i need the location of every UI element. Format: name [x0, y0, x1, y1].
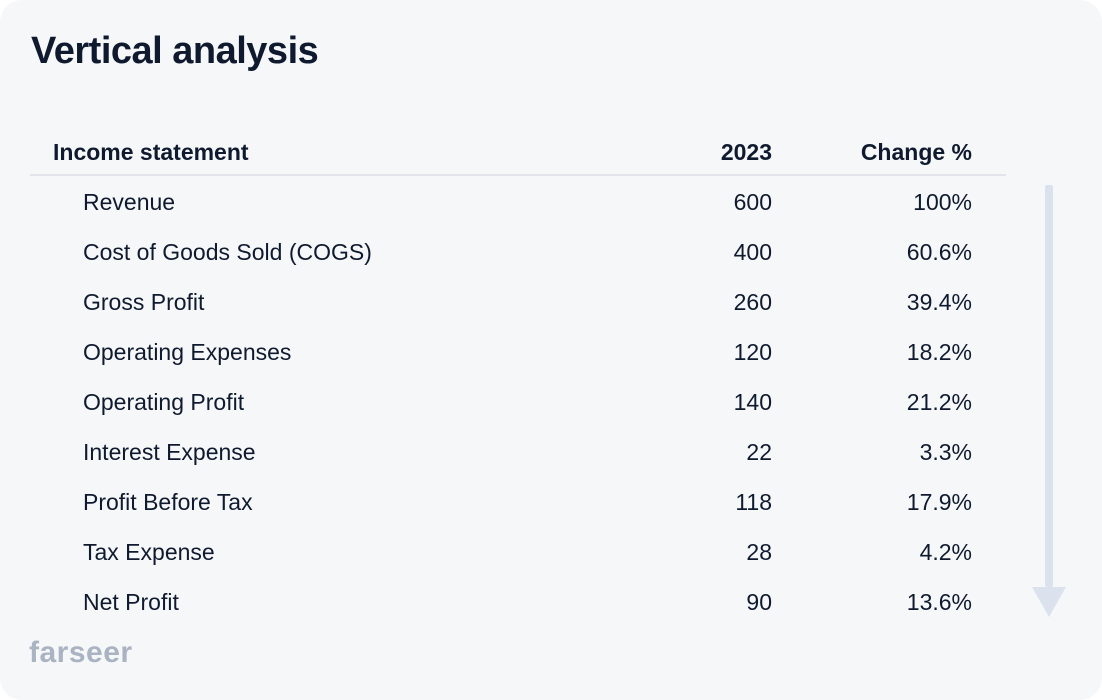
row-value: 600	[733, 189, 772, 215]
header-year: 2023	[720, 139, 772, 165]
row-value: 118	[735, 489, 772, 515]
row-value: 400	[733, 239, 772, 265]
table-body: Revenue 600 100% Cost of Goods Sold (COG…	[30, 178, 1006, 628]
table-row: Profit Before Tax 118 17.9%	[30, 478, 1006, 528]
table-row: Revenue 600 100%	[30, 178, 1006, 228]
row-label: Cost of Goods Sold (COGS)	[83, 239, 372, 265]
table-row: Gross Profit 260 39.4%	[30, 278, 1006, 328]
row-change: 60.6%	[906, 239, 972, 265]
table-row: Operating Expenses 120 18.2%	[30, 328, 1006, 378]
row-change: 39.4%	[906, 289, 972, 315]
row-label: Operating Expenses	[83, 339, 292, 365]
row-label: Tax Expense	[83, 539, 215, 565]
row-change: 100%	[913, 189, 972, 215]
table-row: Interest Expense 22 3.3%	[30, 428, 1006, 478]
row-value: 120	[733, 339, 772, 365]
row-label: Interest Expense	[83, 439, 256, 465]
row-value: 28	[746, 539, 772, 565]
table-row: Net Profit 90 13.6%	[30, 578, 1006, 628]
arrow-down-icon	[1032, 185, 1066, 617]
row-label: Net Profit	[83, 589, 179, 615]
header-income-statement: Income statement	[53, 139, 249, 165]
row-value: 140	[733, 389, 772, 415]
table-row: Operating Profit 140 21.2%	[30, 378, 1006, 428]
row-change: 13.6%	[906, 589, 972, 615]
page-title: Vertical analysis	[31, 30, 319, 72]
row-change: 21.2%	[906, 389, 972, 415]
table-row: Tax Expense 28 4.2%	[30, 528, 1006, 578]
row-label: Revenue	[83, 189, 176, 215]
table-row: Cost of Goods Sold (COGS) 400 60.6%	[30, 228, 1006, 278]
header-change-percent: Change %	[860, 139, 972, 165]
row-label: Gross Profit	[83, 289, 205, 315]
farseer-logo: farseer	[29, 636, 133, 669]
table-header: Income statement 2023 Change %	[30, 136, 1006, 176]
row-label: Operating Profit	[83, 389, 245, 415]
row-change: 3.3%	[919, 439, 972, 465]
row-change: 17.9%	[906, 489, 972, 515]
row-label: Profit Before Tax	[83, 489, 253, 515]
row-value: 260	[733, 289, 772, 315]
row-change: 18.2%	[906, 339, 972, 365]
row-change: 4.2%	[919, 539, 972, 565]
row-value: 90	[746, 589, 772, 615]
row-value: 22	[746, 439, 772, 465]
